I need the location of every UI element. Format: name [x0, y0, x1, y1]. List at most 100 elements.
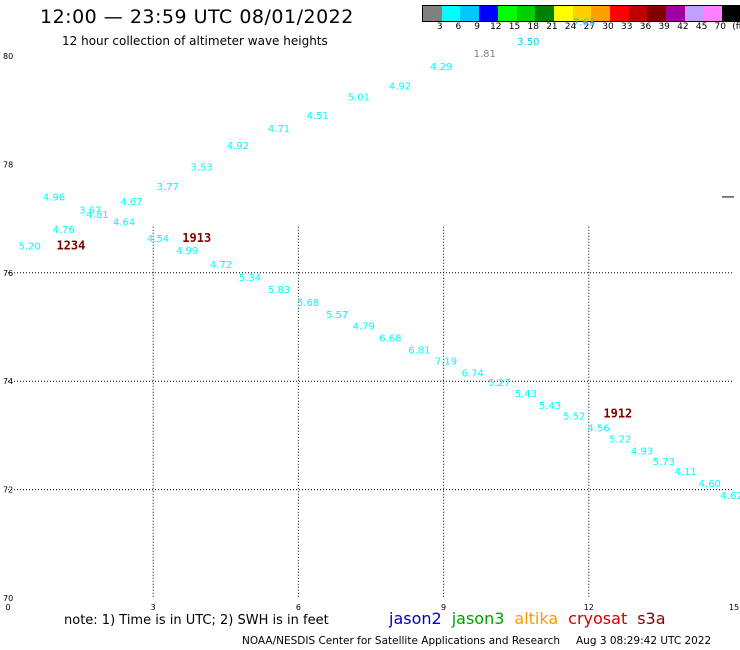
wave-height-value: 4.11 — [674, 467, 696, 478]
y-tick-label: 70 — [3, 594, 13, 603]
pass-time-label: 1913 — [182, 231, 211, 245]
legend-label: (ft) — [732, 22, 740, 32]
satellite-name: cryosat — [568, 609, 628, 628]
color-legend-bar — [422, 5, 740, 22]
wave-height-value: 5.22 — [609, 434, 631, 445]
legend-label: 45 — [695, 22, 708, 32]
legend-label: 39 — [658, 22, 670, 32]
wave-height-value: 5.52 — [563, 412, 585, 423]
legend-swatch — [610, 6, 629, 21]
wave-height-value: 6.68 — [379, 334, 401, 345]
wave-height-value: 6.74 — [462, 368, 484, 379]
x-tick-label: 0 — [5, 603, 10, 612]
pass-time-label: 1234 — [56, 238, 85, 252]
wave-height-value: 5.34 — [239, 273, 261, 284]
legend-label: 27 — [583, 22, 596, 32]
wave-height-value: 4.60 — [699, 479, 721, 490]
x-tick-label: 12 — [584, 603, 594, 612]
credit-line: NOAA/NESDIS Center for Satellite Applica… — [242, 635, 727, 647]
legend-label: 12 — [490, 22, 502, 32]
wave-height-value: 4.64 — [113, 218, 135, 229]
wave-height-value: 3.67 — [79, 206, 101, 217]
legend-label: 9 — [474, 22, 480, 32]
wave-height-value: 5.73 — [653, 457, 675, 468]
wave-height-value: 4.93 — [631, 446, 653, 457]
wave-height-value: 6.81 — [408, 346, 430, 357]
legend-swatch — [553, 6, 573, 21]
wave-height-value: 3.50 — [517, 37, 539, 48]
legend-label: 24 — [564, 22, 577, 32]
wave-height-value: 4.56 — [587, 424, 609, 435]
legend-swatch — [722, 6, 740, 21]
x-tick-label: 9 — [441, 603, 446, 612]
legend-label: 18 — [527, 22, 539, 32]
legend-label: 33 — [621, 22, 633, 32]
wave-height-value: 4.67 — [120, 197, 142, 208]
chart-title: 12:00 — 23:59 UTC 08/01/2022 — [40, 6, 354, 28]
legend-label: 15 — [508, 22, 521, 32]
x-tick-label: 15 — [729, 603, 739, 612]
wave-height-value: 4.54 — [147, 234, 169, 245]
wave-height-value: 7.63 — [573, 18, 595, 29]
timestamp: Aug 3 08:29:42 UTC 2022 — [576, 635, 712, 647]
legend-label: 6 — [455, 22, 462, 32]
wave-height-value: 5.83 — [268, 285, 290, 296]
legend-swatch — [516, 6, 536, 21]
legend-swatch — [460, 6, 480, 21]
wave-height-value: 4.81 — [86, 210, 108, 221]
wave-height-value: 4.71 — [268, 124, 290, 135]
legend-swatch — [591, 6, 611, 21]
wave-height-value: 4.96 — [43, 193, 65, 204]
legend-swatch — [423, 6, 442, 21]
legend-swatch — [666, 6, 685, 21]
wave-height-value: 5.43 — [515, 389, 537, 400]
legend-swatch — [479, 6, 498, 21]
legend-label: 21 — [546, 22, 558, 32]
wave-height-value: 5.57 — [326, 310, 348, 321]
satellite-legend: jason2 jason3 altika cryosat s3a — [389, 609, 676, 628]
legend-swatch — [703, 6, 723, 21]
legend-label: 36 — [639, 22, 652, 32]
wave-height-value: 3.77 — [157, 182, 179, 193]
legend-swatch — [628, 6, 648, 21]
wave-height-value: 4.62 — [720, 491, 740, 502]
wave-height-value: 4.51 — [307, 111, 329, 122]
wave-height-value: 4.29 — [430, 62, 452, 73]
legend-swatch — [572, 6, 592, 21]
wave-height-value: 5.20 — [19, 241, 41, 252]
pass-time-label: 1912 — [603, 407, 632, 421]
legend-label: 30 — [602, 22, 614, 32]
y-tick-label: 80 — [3, 52, 13, 61]
satellite-name: jason3 — [451, 609, 505, 628]
wave-height-value: 4.79 — [353, 322, 375, 333]
wave-height-value: 4.99 — [176, 246, 198, 257]
wave-height-value: 4.92 — [227, 141, 249, 152]
legend-swatch — [535, 6, 554, 21]
wave-height-value: 7.19 — [435, 356, 457, 367]
legend-label: 70 — [714, 22, 727, 32]
wave-height-value: 5.01 — [348, 92, 370, 103]
y-tick-label: 74 — [3, 377, 13, 386]
wave-height-value: 3.53 — [190, 162, 212, 173]
y-tick-label: 76 — [3, 269, 13, 278]
wave-height-value: 5.68 — [297, 298, 319, 309]
chart-subtitle: 12 hour collection of altimeter wave hei… — [62, 34, 328, 48]
legend-label: 42 — [677, 22, 689, 32]
wave-height-value: 4.92 — [389, 82, 411, 93]
x-tick-label: 3 — [151, 603, 156, 612]
legend-swatch — [647, 6, 667, 21]
wave-height-value: 4.72 — [210, 260, 232, 271]
wave-height-value: 4.76 — [53, 225, 75, 236]
satellite-name: s3a — [637, 609, 666, 628]
legend-swatch — [497, 6, 517, 21]
x-tick-label: 6 — [296, 603, 301, 612]
legend-label: 3 — [436, 22, 443, 32]
wave-height-value: 5.27 — [488, 378, 510, 389]
footer-note: note: 1) Time is in UTC; 2) SWH is in fe… — [64, 613, 329, 628]
legend-swatch — [441, 6, 461, 21]
y-tick-label: 78 — [3, 160, 13, 169]
credit-text: NOAA/NESDIS Center for Satellite Applica… — [242, 635, 560, 647]
wave-height-value: 1.81 — [474, 49, 496, 60]
